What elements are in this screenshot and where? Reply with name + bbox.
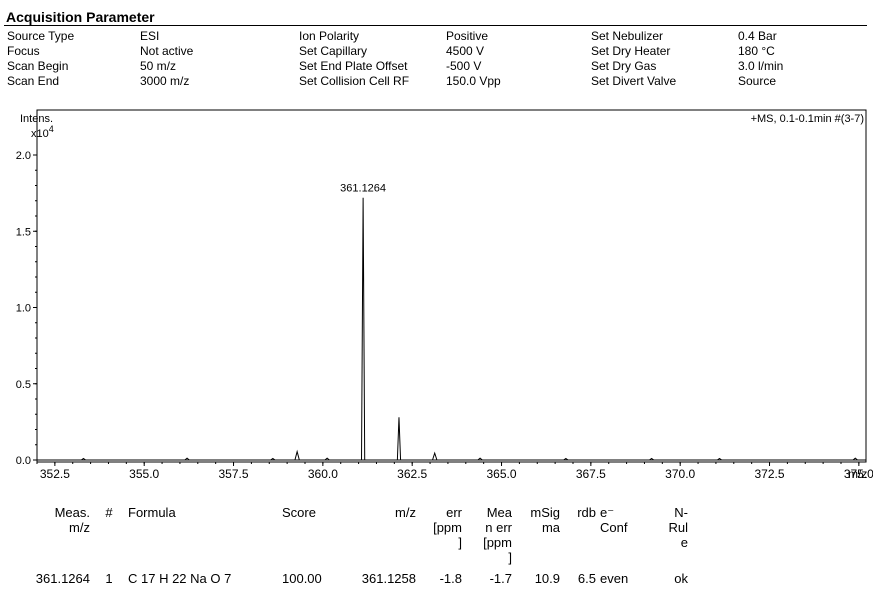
formula-col-header: # — [94, 505, 128, 565]
acquisition-title: Acquisition Parameter — [6, 9, 155, 25]
x-axis-unit: m/z — [848, 467, 867, 481]
spectrum-trace: 361.1264 — [37, 183, 866, 460]
table-cell: C 17 H 22 Na O 7 — [128, 571, 282, 586]
formula-col-header: Meas.m/z — [2, 505, 94, 565]
table-cell: 10.9 — [516, 571, 564, 586]
spectrum-peak — [295, 452, 299, 460]
formula-table: Meas.m/z#FormulaScorem/zerr[ppm]Mean err… — [2, 505, 692, 586]
table-cell: ok — [648, 571, 692, 586]
param-col2-values: Positive 4500 V -500 V 150.0 Vpp — [446, 29, 501, 89]
x-tick-label: 372.5 — [755, 467, 785, 481]
peak-label: 361.1264 — [340, 183, 386, 195]
formula-col-header: N-Rule — [648, 505, 692, 565]
y-scale-exponent: 4 — [49, 124, 54, 134]
table-cell: 361.1258 — [350, 571, 420, 586]
y-scale-base: x10 — [31, 128, 49, 140]
param-label: Set Capillary — [299, 44, 409, 59]
x-tick-label: 360.0 — [308, 467, 338, 481]
param-value: 0.4 Bar — [738, 29, 783, 44]
y-tick-label: 1.5 — [16, 226, 31, 238]
spectrum-peak — [397, 417, 400, 460]
table-cell: 1 — [94, 571, 128, 586]
formula-col-header: Mean err[ppm] — [466, 505, 516, 565]
table-cell: -1.7 — [466, 571, 516, 586]
table-cell: even — [600, 571, 648, 586]
param-value: Positive — [446, 29, 501, 44]
param-value: ESI — [140, 29, 193, 44]
param-value: 4500 V — [446, 44, 501, 59]
param-value: -500 V — [446, 59, 501, 74]
formula-col-header: e⁻Conf — [600, 505, 648, 565]
param-value: Not active — [140, 44, 193, 59]
formula-table-header: Meas.m/z#FormulaScorem/zerr[ppm]Mean err… — [2, 505, 692, 565]
formula-col-header: m/z — [350, 505, 420, 565]
param-label: Set Dry Heater — [591, 44, 676, 59]
param-col1-values: ESI Not active 50 m/z 3000 m/z — [140, 29, 193, 89]
x-tick-label: 357.5 — [219, 467, 249, 481]
param-label: Scan Begin — [7, 59, 74, 74]
param-label: Scan End — [7, 74, 74, 89]
table-cell: 100.00 — [282, 571, 350, 586]
param-value: 50 m/z — [140, 59, 193, 74]
x-tick-label: 370.0 — [665, 467, 695, 481]
table-cell: 361.1264 — [2, 571, 94, 586]
param-value: Source — [738, 74, 783, 89]
table-row: 361.12641C 17 H 22 Na O 7100.00361.1258-… — [2, 571, 692, 586]
param-label: Set Nebulizer — [591, 29, 676, 44]
spectrum-peak — [433, 453, 437, 460]
param-value: 3.0 l/min — [738, 59, 783, 74]
formula-col-header: err[ppm] — [420, 505, 466, 565]
spectrum-peak — [362, 198, 365, 460]
param-col3-values: 0.4 Bar 180 °C 3.0 l/min Source — [738, 29, 783, 89]
param-value: 180 °C — [738, 44, 783, 59]
y-scale-label: x104 — [31, 124, 54, 140]
param-label: Ion Polarity — [299, 29, 409, 44]
y-tick-label: 1.0 — [16, 303, 31, 315]
param-col1-labels: Source Type Focus Scan Begin Scan End — [7, 29, 74, 89]
param-label: Focus — [7, 44, 74, 59]
y-tick-label: 0.5 — [16, 379, 31, 391]
param-label: Set Collision Cell RF — [299, 74, 409, 89]
y-axis: 0.0 0.5 1.0 1.5 2.0 — [16, 150, 37, 467]
formula-col-header: Score — [282, 505, 350, 565]
y-tick-label: 2.0 — [16, 150, 31, 162]
plot-frame — [37, 110, 866, 462]
x-tick-label: 367.5 — [576, 467, 606, 481]
x-tick-label: 365.0 — [487, 467, 517, 481]
mass-spectrum-chart: 0.0 0.5 1.0 1.5 2.0 352.5 355.0 357.5 360.0 362.… — [0, 100, 873, 485]
formula-table-body: 361.12641C 17 H 22 Na O 7100.00361.1258-… — [2, 565, 692, 586]
table-cell: -1.8 — [420, 571, 466, 586]
param-label: Set Divert Valve — [591, 74, 676, 89]
spectrum-title: +MS, 0.1-0.1min #(3-7) — [751, 113, 864, 125]
param-label: Set Dry Gas — [591, 59, 676, 74]
x-tick-label: 352.5 — [40, 467, 70, 481]
formula-col-header: mSigma — [516, 505, 564, 565]
param-col3-labels: Set Nebulizer Set Dry Heater Set Dry Gas… — [591, 29, 676, 89]
table-cell: 6.5 — [564, 571, 600, 586]
x-tick-label: 355.0 — [129, 467, 159, 481]
formula-col-header: rdb — [564, 505, 600, 565]
param-label: Set End Plate Offset — [299, 59, 409, 74]
x-axis: 352.5 355.0 357.5 360.0 362.5 365.0 367.5 370.0… — [37, 462, 873, 481]
param-col2-labels: Ion Polarity Set Capillary Set End Plate… — [299, 29, 409, 89]
x-tick-label: 362.5 — [397, 467, 427, 481]
param-value: 3000 m/z — [140, 74, 193, 89]
acquisition-divider — [4, 25, 867, 26]
y-tick-label: 0.0 — [16, 455, 31, 467]
formula-col-header: Formula — [128, 505, 282, 565]
param-value: 150.0 Vpp — [446, 74, 501, 89]
param-label: Source Type — [7, 29, 74, 44]
